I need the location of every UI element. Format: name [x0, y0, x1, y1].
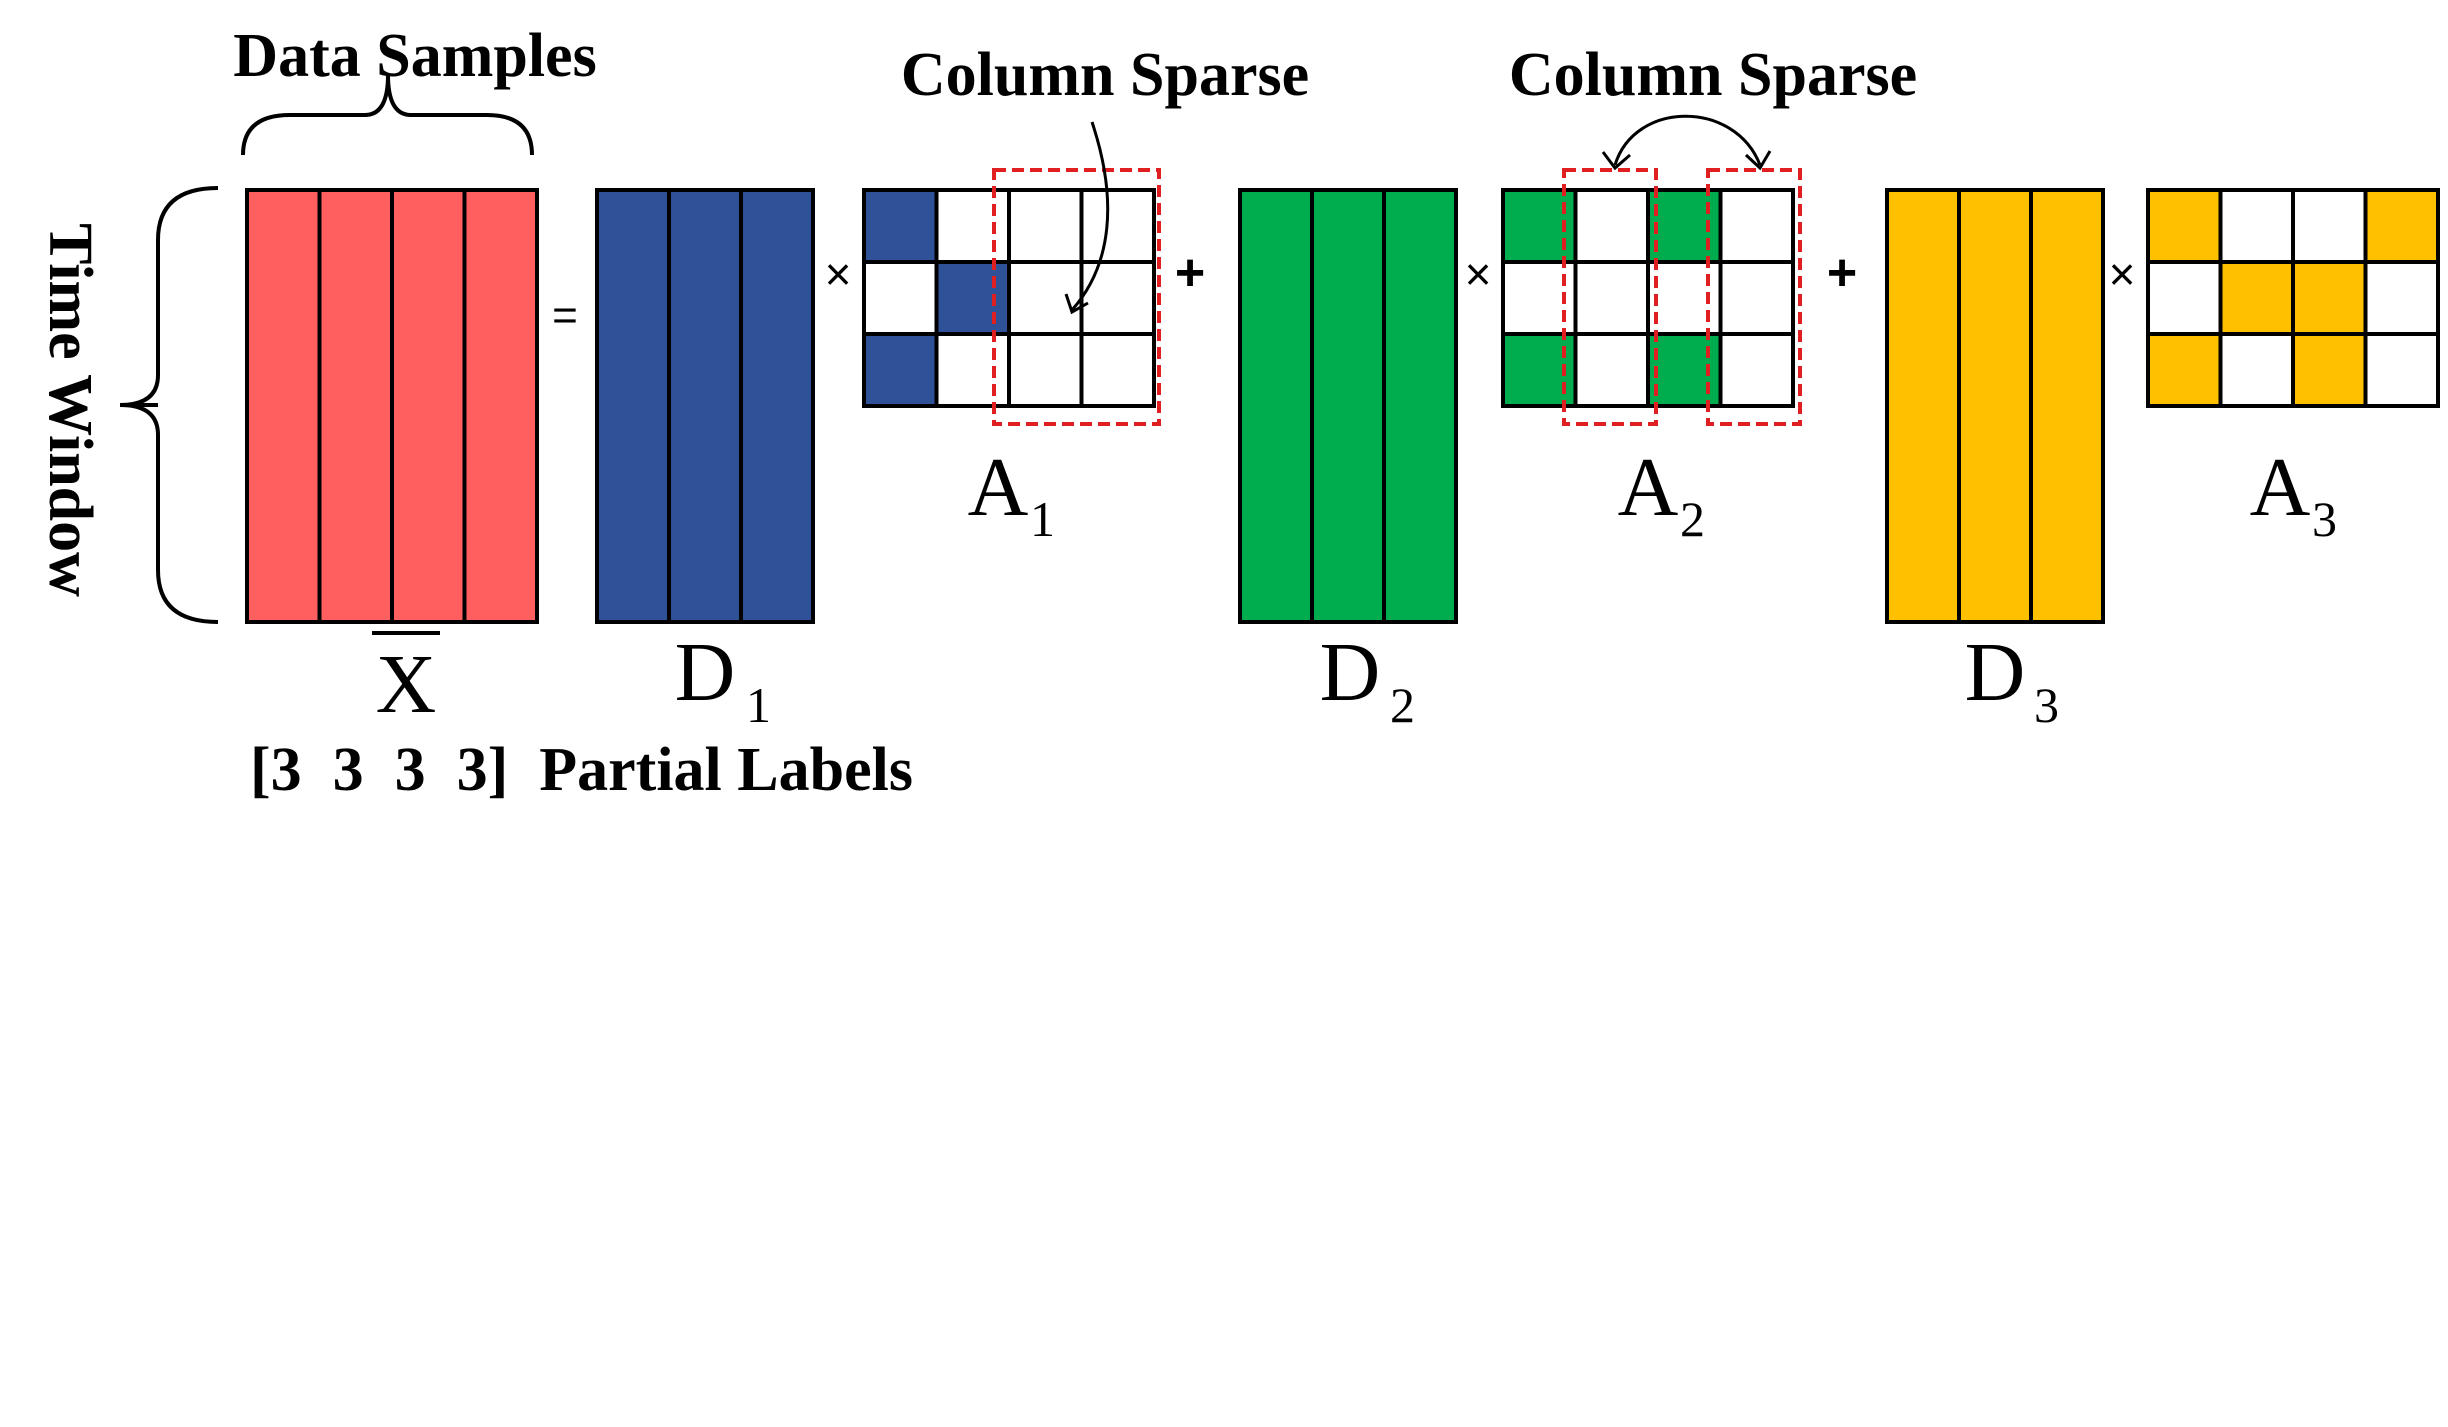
plus-operator-2: +: [1827, 244, 1857, 302]
a1-cell-r1-c2: [1007, 260, 1084, 336]
a3-cell-r2-c3: [2363, 332, 2440, 408]
column-sparse-arrowhead-1: [1064, 293, 1089, 315]
a2-cell-r0-c1: [1573, 188, 1650, 264]
matrix-a2-subscript: 2: [1680, 491, 1705, 547]
a1-cell-r0-c0: [862, 188, 939, 264]
a2-cell-r1-c1: [1573, 260, 1650, 336]
a2-cell-r2-c3: [1718, 332, 1795, 408]
plus-operator-1: +: [1175, 244, 1205, 302]
times-operator-3: ×: [2109, 248, 2136, 300]
data-samples-label: Data Samples: [233, 22, 596, 90]
matrix-a1: [862, 188, 1156, 408]
a1-cell-r1-c1: [934, 260, 1011, 336]
a3-cell-r0-c0: [2146, 188, 2223, 264]
a2-cell-r1-c3: [1718, 260, 1795, 336]
matrix-d1-subscript: 1: [746, 677, 771, 733]
column-sparse-label-2: Column Sparse: [1509, 41, 1917, 109]
times-operator-1: ×: [825, 248, 852, 300]
a1-cell-r0-c1: [934, 188, 1011, 264]
a1-cell-r2-c2: [1007, 332, 1084, 408]
matrix-a2: [1501, 188, 1795, 408]
data-samples-brace: [241, 74, 534, 156]
a3-cell-r2-c1: [2218, 332, 2295, 408]
a2-cell-r0-c3: [1718, 188, 1795, 264]
a3-cell-r1-c1: [2218, 260, 2295, 336]
a3-cell-r1-c3: [2363, 260, 2440, 336]
matrix-d1-fill: [595, 188, 815, 624]
a3-cell-r1-c0: [2146, 260, 2223, 336]
a3-cell-r2-c0: [2146, 332, 2223, 408]
matrix-d3: [1885, 188, 2105, 624]
partial-labels: [3 3 3 3] Partial Labels: [250, 736, 913, 804]
matrix-a3-letter: A: [2250, 441, 2311, 534]
matrix-a2-letter: A: [1618, 441, 1679, 534]
a1-cell-r0-c2: [1007, 188, 1084, 264]
a1-cell-r2-c1: [934, 332, 1011, 408]
a2-column-highlight-right: [1706, 168, 1802, 426]
matrix-d2-letter: D: [1320, 626, 1381, 719]
matrix-d1: [595, 188, 815, 624]
a1-column-highlight: [992, 168, 1161, 426]
matrix-d2: [1238, 188, 1458, 624]
a1-cell-r2-c3: [1079, 332, 1156, 408]
column-sparse-arrow-2: [1613, 114, 1762, 166]
a3-cell-r1-c2: [2291, 260, 2368, 336]
matrix-d3-letter: D: [1965, 626, 2026, 719]
matrix-a3: [2146, 188, 2440, 408]
equals-operator: =: [552, 291, 578, 340]
a3-cell-r0-c1: [2218, 188, 2295, 264]
matrix-a1-letter: A: [968, 441, 1029, 534]
matrix-d1-letter: D: [675, 626, 736, 719]
a3-cell-r2-c2: [2291, 332, 2368, 408]
a3-cell-r0-c3: [2363, 188, 2440, 264]
column-sparse-arrow-1: [1070, 121, 1110, 311]
matrix-d3-fill: [1885, 188, 2105, 624]
a1-cell-r2-c0: [862, 332, 939, 408]
matrix-x: [245, 188, 539, 624]
a1-cell-r0-c3: [1079, 188, 1156, 264]
a1-cell-r1-c0: [862, 260, 939, 336]
matrix-a3-subscript: 3: [2312, 491, 2337, 547]
matrix-x-letter: X: [376, 638, 437, 731]
matrix-d2-fill: [1238, 188, 1458, 624]
matrix-d3-subscript: 3: [2034, 677, 2059, 733]
time-window-label: Time Window: [36, 223, 104, 597]
a3-cell-r0-c2: [2291, 188, 2368, 264]
column-sparse-label-1: Column Sparse: [901, 41, 1309, 109]
times-operator-2: ×: [1465, 248, 1492, 300]
a2-column-highlight-left: [1562, 168, 1658, 426]
matrix-a1-subscript: 1: [1030, 491, 1055, 547]
column-sparse-arrowhead-2b: [1744, 150, 1772, 171]
column-sparse-arrowhead-2a: [1601, 151, 1631, 171]
a2-cell-r2-c1: [1573, 332, 1650, 408]
a1-cell-r1-c3: [1079, 260, 1156, 336]
matrix-d2-subscript: 2: [1390, 677, 1415, 733]
